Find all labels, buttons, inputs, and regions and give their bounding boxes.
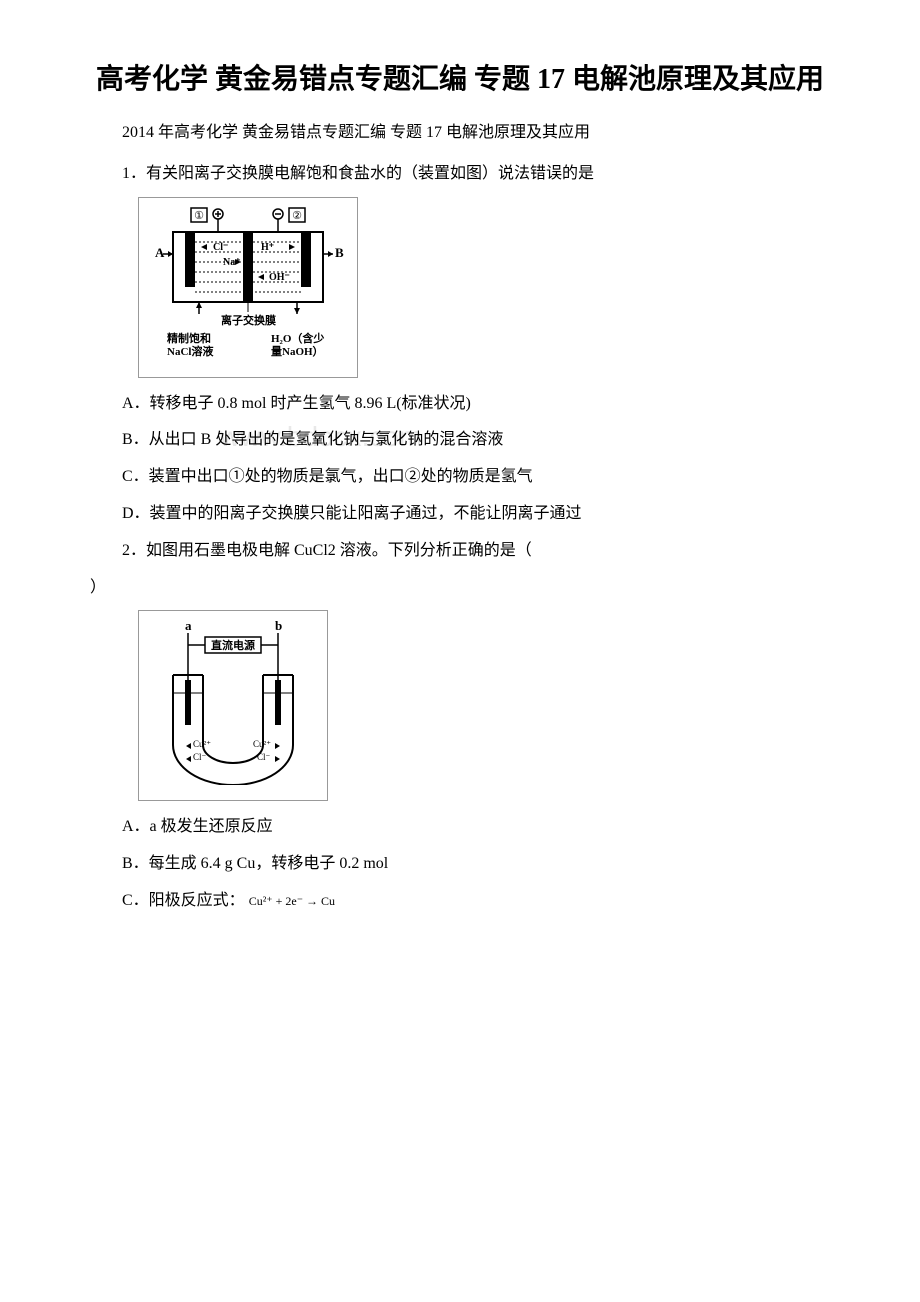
cl-ion-label: Cl⁻ <box>213 242 228 253</box>
q2-stem-close: ） <box>90 574 830 603</box>
q1-figure-box: ① ② <box>138 197 358 378</box>
port-b-label: B <box>335 245 344 260</box>
q2-option-c-formula: Cu²⁺ + 2e⁻ → Cu <box>249 894 335 908</box>
outlet-one-label: ① <box>194 210 204 222</box>
q2-stem-text: 2．如图用石墨电极电解 CuCl2 溶液。下列分析正确的是（ <box>122 542 532 559</box>
q1-option-a: A．转移电子 0.8 mol 时产生氢气 8.96 L(标准状况) <box>90 390 830 419</box>
port-a-label: A <box>155 245 165 260</box>
q1-option-b: B．从出口 B 处导出的是氢氧化钠与氯化钠的混合溶液 <box>90 426 830 455</box>
cl-ion-label-right: Cl⁻ <box>257 752 271 762</box>
power-source-label: 直流电源 <box>211 638 255 652</box>
left-solution-label-2: NaCl溶液 <box>167 344 214 358</box>
q2-option-c-prefix: C．阳极反应式： <box>122 892 245 909</box>
right-solution-label-2: 量NaOH） <box>271 345 324 358</box>
right-solution-label-1: H₂O（含少 <box>271 331 324 345</box>
electrode-b-label: b <box>275 618 282 633</box>
q1-figure: ① ② <box>138 197 830 378</box>
q2-option-b: B．每生成 6.4 g Cu，转移电子 0.2 mol <box>90 850 830 879</box>
electrode-a-label: a <box>185 618 192 633</box>
q2-figure-box: a b 直流电源 <box>138 610 328 801</box>
cu-ion-label-right: Cu²⁺ <box>253 739 271 749</box>
membrane-label: 离子交换膜 <box>221 313 276 327</box>
oh-ion-label: OH⁻ <box>269 272 290 283</box>
subtitle-text: 2014 年高考化学 黄金易错点专题汇编 专题 17 电解池原理及其应用 <box>90 119 830 148</box>
cu-ion-label-left: Cu²⁺ <box>193 739 211 749</box>
cl-ion-label-left: Cl⁻ <box>193 752 207 762</box>
electrolysis-cell-diagram-icon: ① ② <box>143 202 353 362</box>
q1-option-c: C．装置中出口①处的物质是氯气，出口②处的物质是氢气 <box>90 463 830 492</box>
u-tube-electrolysis-icon: a b 直流电源 <box>143 615 323 785</box>
outlet-two-label: ② <box>292 210 302 222</box>
left-solution-label-1: 精制饱和 <box>167 331 211 345</box>
q2-figure: a b 直流电源 <box>138 610 830 801</box>
q1-option-d: D．装置中的阳离子交换膜只能让阳离子通过，不能让阴离子通过 <box>90 500 830 529</box>
q2-option-a: A．a 极发生还原反应 <box>90 813 830 842</box>
document-title: 高考化学 黄金易错点专题汇编 专题 17 电解池原理及其应用 <box>90 60 830 99</box>
q1-stem: 1．有关阳离子交换膜电解饱和食盐水的（装置如图）说法错误的是 <box>90 160 830 189</box>
h-ion-label: H⁺ <box>261 242 274 253</box>
document-wrapper: 高考化学 黄金易错点专题汇编 专题 17 电解池原理及其应用 2014 年高考化… <box>90 60 830 916</box>
q2-option-c: C．阳极反应式： Cu²⁺ + 2e⁻ → Cu <box>90 887 830 916</box>
q2-stem: 2．如图用石墨电极电解 CuCl2 溶液。下列分析正确的是（ <box>90 537 830 566</box>
